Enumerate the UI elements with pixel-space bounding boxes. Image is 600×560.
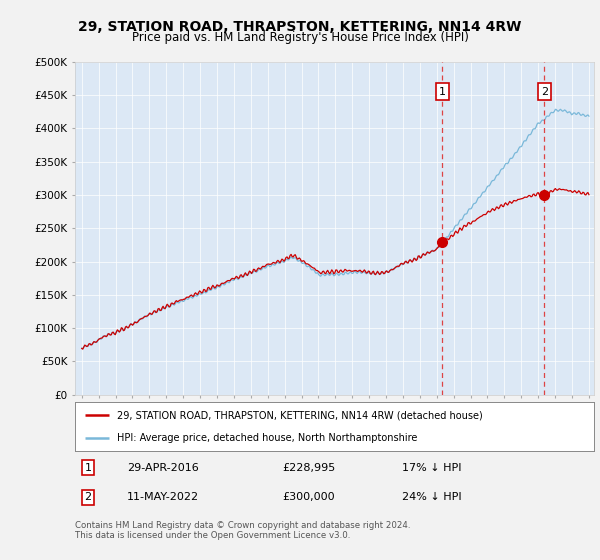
Text: HPI: Average price, detached house, North Northamptonshire: HPI: Average price, detached house, Nort… [116,433,417,444]
Text: 17% ↓ HPI: 17% ↓ HPI [402,463,461,473]
Text: 1: 1 [439,87,446,96]
Text: £228,995: £228,995 [283,463,336,473]
Text: 29, STATION ROAD, THRAPSTON, KETTERING, NN14 4RW (detached house): 29, STATION ROAD, THRAPSTON, KETTERING, … [116,410,482,421]
Text: £300,000: £300,000 [283,492,335,502]
Text: 2: 2 [541,87,548,96]
Text: 1: 1 [85,463,91,473]
Text: 29-APR-2016: 29-APR-2016 [127,463,199,473]
Text: Contains HM Land Registry data © Crown copyright and database right 2024.
This d: Contains HM Land Registry data © Crown c… [75,521,410,540]
Text: 29, STATION ROAD, THRAPSTON, KETTERING, NN14 4RW: 29, STATION ROAD, THRAPSTON, KETTERING, … [79,20,521,34]
Text: 2: 2 [85,492,92,502]
Text: 11-MAY-2022: 11-MAY-2022 [127,492,199,502]
Text: Price paid vs. HM Land Registry's House Price Index (HPI): Price paid vs. HM Land Registry's House … [131,31,469,44]
Text: 24% ↓ HPI: 24% ↓ HPI [402,492,461,502]
